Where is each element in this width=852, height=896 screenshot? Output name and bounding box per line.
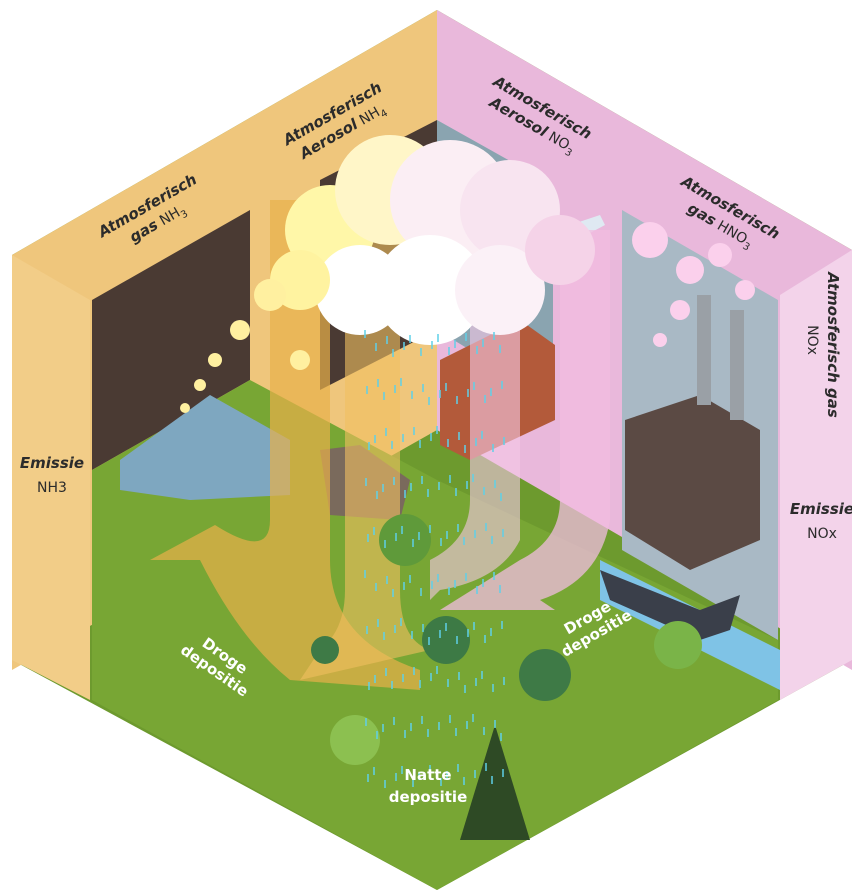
label-formula: NH3	[37, 480, 67, 496]
sub: 3	[563, 147, 574, 160]
label-gas-nox: Atmosferisch gas	[824, 271, 842, 418]
pine	[460, 725, 530, 840]
cloud-puff	[230, 320, 250, 340]
right-band	[780, 250, 852, 700]
cloud	[180, 135, 755, 413]
cloud-puff	[708, 243, 732, 267]
chimney	[730, 310, 744, 420]
label-formula: NOx	[807, 526, 837, 542]
cloud-puff	[180, 403, 190, 413]
arrow-nh3	[150, 200, 420, 690]
ship	[600, 570, 740, 640]
wall-left	[92, 210, 250, 470]
sub: 4	[379, 108, 390, 121]
arrow-aerosol	[300, 230, 430, 680]
arrow-nox	[440, 230, 610, 610]
label-natte: Natte	[404, 766, 451, 784]
tree	[519, 649, 571, 701]
cloud-puff	[676, 256, 704, 284]
cloud-puff	[375, 235, 485, 345]
left-band	[12, 255, 90, 700]
cloud-puff	[525, 215, 595, 285]
tree	[330, 715, 380, 765]
cloud-puff	[670, 300, 690, 320]
tree	[654, 621, 702, 669]
cloud-puff	[653, 333, 667, 347]
tree	[422, 616, 470, 664]
cloud-puff	[290, 350, 310, 370]
label-natte: depositie	[389, 788, 468, 806]
tree	[311, 636, 339, 664]
label-title: Emissie	[20, 454, 84, 472]
cloud-puff	[194, 379, 206, 391]
sub: 3	[179, 208, 190, 221]
chimney	[697, 295, 711, 405]
label-gas-nox-formula: NOx	[804, 325, 820, 355]
tree	[379, 514, 431, 566]
cloud-puff	[735, 280, 755, 300]
sub: 3	[740, 241, 751, 254]
factory	[625, 395, 760, 570]
cloud-puff	[208, 353, 222, 367]
cloud-puff	[455, 245, 545, 335]
arrow-hno3	[430, 250, 520, 600]
rain	[364, 330, 505, 788]
barn	[120, 395, 290, 500]
line: Atmosferisch gas	[824, 271, 842, 418]
cloud-puff	[632, 222, 668, 258]
label-title: Emissie	[790, 500, 852, 518]
cloud-puff	[254, 279, 286, 311]
line: NOx	[804, 325, 820, 355]
